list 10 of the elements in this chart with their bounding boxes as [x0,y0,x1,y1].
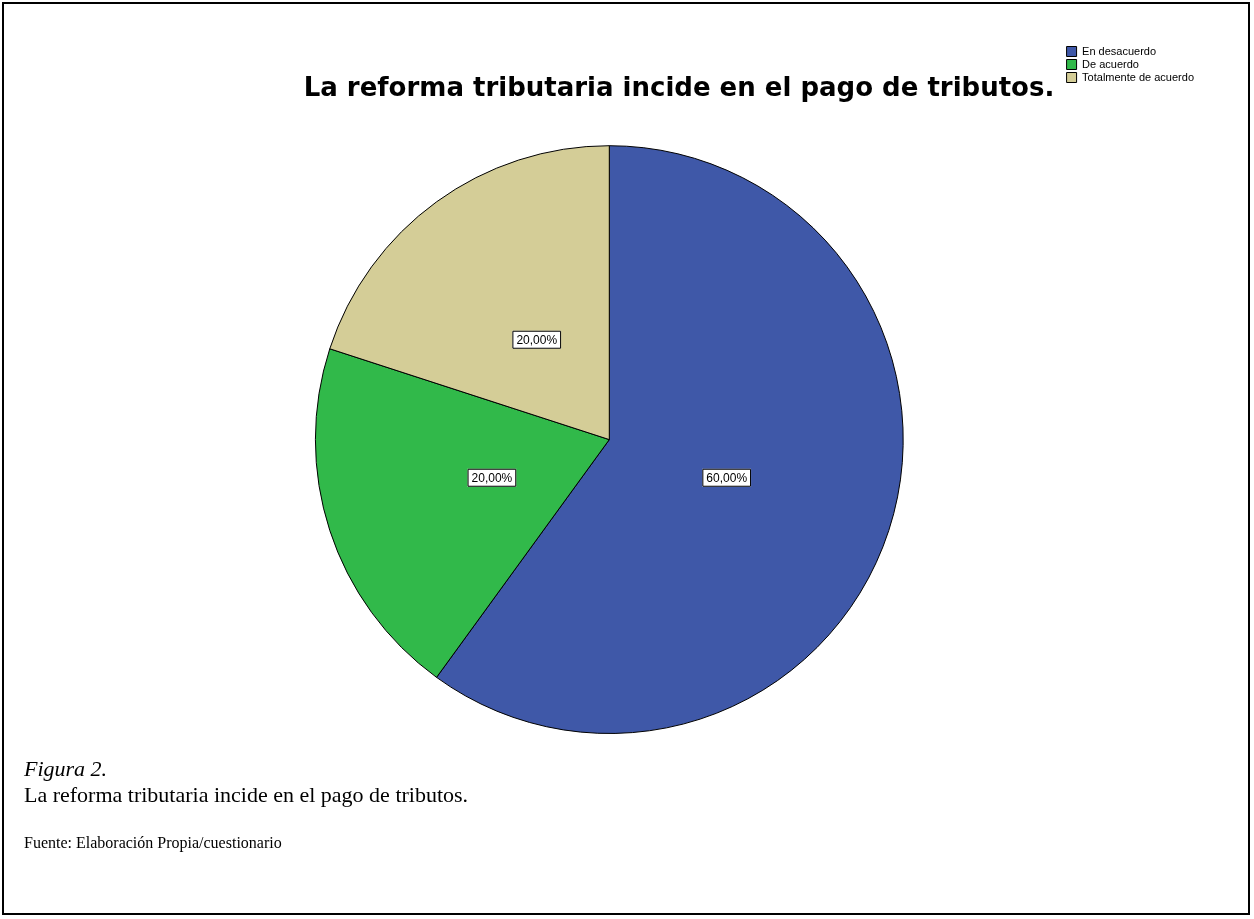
data-label: 20,00% [516,333,558,348]
legend-label: En desacuerdo [1082,44,1157,57]
data-label: 20,00% [471,471,513,486]
text: La reforma tributaria incide en el pago de tributos. [24,782,469,808]
data-label: 60,00% [706,471,748,486]
text: Figura 2. [24,756,109,782]
text: La reforma tributaria incide en el pago de tributos. [303,72,1055,103]
legend-label: Totalmente de acuerdo [1082,70,1195,83]
legend-label: De acuerdo [1082,57,1139,70]
source-note: Fuente: Elaboración Propia/cuestionario [24,834,283,852]
